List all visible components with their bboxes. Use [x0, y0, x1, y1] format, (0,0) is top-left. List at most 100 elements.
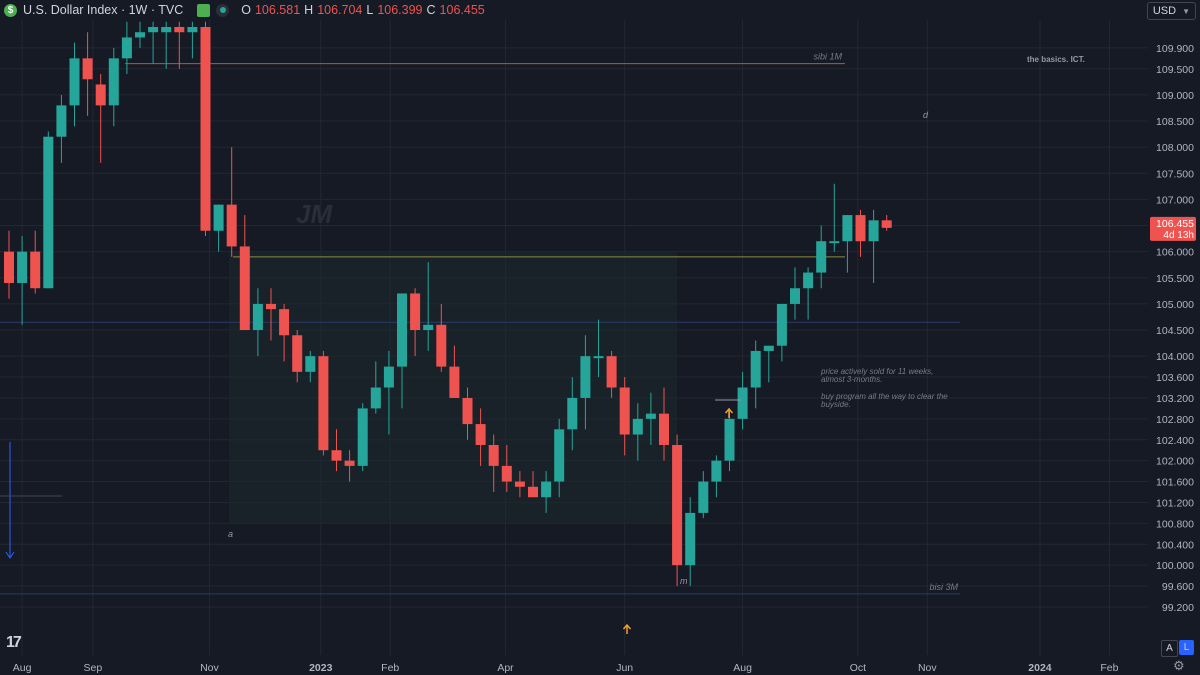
auto-scale-button[interactable]: A	[1161, 640, 1178, 657]
candle-body	[685, 512, 696, 566]
ohlc-open-label: O	[241, 3, 251, 17]
log-scale-button[interactable]: L	[1179, 640, 1194, 655]
candle-body	[17, 251, 28, 284]
time-tick-label: Aug	[13, 662, 32, 674]
candle-body	[842, 215, 853, 242]
price-tick-label: 107.000	[1156, 194, 1194, 206]
market-status-icon[interactable]	[197, 3, 211, 17]
time-axis: AugSepNov2023FebAprJunAugOctNov2024FebAp…	[0, 655, 1148, 675]
level-label: sibi 1M	[813, 52, 842, 62]
symbol-title[interactable]: U.S. Dollar Index · 1W · TVC	[23, 3, 184, 17]
candle-body	[881, 220, 892, 228]
price-tick-label: 109.900	[1156, 43, 1194, 55]
up-arrow-icon	[622, 623, 632, 630]
price-tick-label: 109.000	[1156, 90, 1194, 102]
candle-body	[148, 27, 159, 33]
candle-body	[606, 356, 617, 388]
candle-body	[541, 481, 552, 498]
candle-body	[724, 418, 735, 461]
candle-body	[829, 241, 840, 244]
candle-body	[108, 58, 119, 106]
candle-body	[370, 387, 381, 409]
candle-body	[266, 303, 276, 310]
candle-body	[554, 429, 565, 482]
level-label: bisi 3M	[929, 582, 958, 592]
candle-body	[737, 387, 748, 419]
candle-body	[4, 251, 14, 284]
candle-body	[632, 418, 643, 435]
gear-icon[interactable]: ⚙	[1173, 658, 1185, 673]
candle-body	[357, 408, 368, 466]
price-tick-label: 104.000	[1156, 351, 1194, 363]
candle-body	[436, 324, 447, 367]
candle-body	[174, 27, 185, 33]
candle-body	[567, 397, 578, 430]
annotation-text: JM	[296, 199, 333, 229]
price-tick-label: 102.800	[1156, 414, 1194, 426]
candle-body	[672, 444, 683, 566]
candle-body	[410, 293, 421, 331]
price-tick-label: 108.000	[1156, 142, 1194, 154]
ohlc-low-value: 106.399	[377, 3, 423, 17]
price-tick-label: 100.000	[1156, 560, 1194, 572]
candle-body	[619, 387, 630, 435]
candle-body	[514, 481, 525, 487]
candle-body	[593, 356, 604, 359]
levels: sibi 1M bisi 3M	[0, 52, 960, 595]
candle-body	[213, 204, 224, 231]
last-price-value: 106.455	[1156, 218, 1194, 230]
price-tick-label: 109.500	[1156, 64, 1194, 76]
time-tick-label: Nov	[918, 662, 937, 674]
price-tick-label: 103.600	[1156, 372, 1194, 384]
candle-body	[528, 486, 538, 498]
annotations: the basics. ICT. d JM a m price actively sold…	[0, 55, 1085, 634]
price-tick-label: 103.200	[1156, 393, 1194, 405]
time-axis-bg	[0, 655, 1148, 675]
candle-body	[95, 84, 106, 106]
candle-body	[292, 335, 303, 372]
price-tick-label: 100.800	[1156, 518, 1194, 530]
time-tick-label: 2024	[1028, 662, 1052, 674]
time-tick-label: Nov	[200, 662, 219, 674]
price-tick-label: 101.600	[1156, 477, 1194, 489]
annotation-text: the basics. ICT.	[1027, 55, 1085, 64]
candle-body	[501, 465, 512, 482]
time-tick-label: Jun	[616, 662, 633, 674]
candle-body	[135, 32, 145, 38]
last-price-tag	[1150, 216, 1196, 241]
candle-body	[187, 27, 198, 33]
time-tick-label: 2023	[309, 662, 333, 674]
candle-body	[279, 309, 290, 336]
price-axis: 109.900 109.500 109.000 108.500 108.000 107.5…	[1148, 0, 1200, 675]
candle-body	[449, 366, 460, 398]
candle-body	[226, 204, 237, 247]
annotation-text: m	[680, 576, 688, 586]
candle-body	[383, 366, 394, 388]
annotation-text: d	[923, 110, 929, 120]
candle-body	[200, 27, 211, 231]
ohlc-low-label: L	[366, 3, 374, 17]
candle-body	[462, 397, 473, 425]
tradingview-logo[interactable]: 17	[6, 634, 22, 651]
candle-body	[69, 58, 80, 106]
candle-body	[305, 356, 316, 372]
candle-body	[816, 241, 827, 273]
price-tick-label: 101.200	[1156, 497, 1194, 509]
candle-body	[30, 251, 41, 289]
time-tick-label: Aug	[733, 662, 752, 674]
price-tick-label: 100.400	[1156, 539, 1194, 551]
annotation-text: a	[228, 529, 233, 539]
dollar-icon: $	[4, 3, 17, 17]
candle-body	[318, 356, 329, 451]
ohlc-high-value: 106.704	[317, 3, 363, 17]
currency-select[interactable]: USD ▼	[1146, 2, 1196, 20]
up-arrow-icon	[724, 407, 734, 414]
ohlc-close-label: C	[426, 3, 436, 17]
ohlc-high-label: H	[304, 3, 314, 17]
candle-body	[423, 324, 434, 331]
candle-body	[397, 293, 407, 367]
annotation-text: almost 3-months.	[821, 375, 882, 384]
ohlc-readout: O 106.581 H 106.704 L 106.399 C 106.455	[241, 3, 485, 17]
